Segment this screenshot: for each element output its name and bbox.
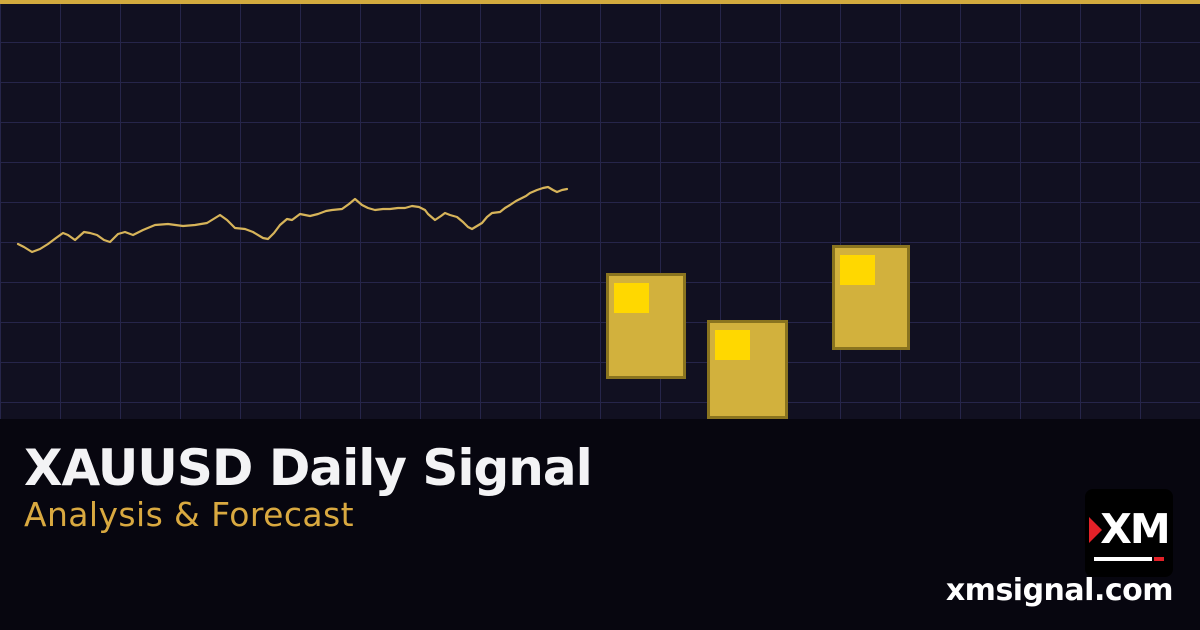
caption-band: XAUUSD Daily Signal Analysis & Forecast … (0, 419, 1200, 630)
banner-subtitle: Analysis & Forecast (24, 495, 354, 534)
chart-grid-background (0, 0, 1200, 419)
xm-logo-underline (1094, 557, 1164, 561)
xm-logo-text: XM (1100, 505, 1170, 553)
banner-title: XAUUSD Daily Signal (24, 439, 593, 497)
gold-bar-icon (832, 245, 910, 350)
gold-bar-highlight (840, 255, 875, 285)
gold-bar-icon (606, 273, 686, 379)
play-triangle-icon (1089, 516, 1103, 543)
gold-bar-highlight (614, 283, 649, 313)
gold-bar-highlight (715, 330, 750, 360)
price-line (16, 185, 569, 254)
website-url: xmsignal.com (945, 573, 1174, 608)
underline-red-segment (1154, 557, 1164, 561)
xm-logo-row: XM (1089, 505, 1171, 553)
gold-bar-icon (707, 320, 788, 419)
underline-white-segment (1094, 557, 1152, 561)
top-accent-bar (0, 0, 1200, 4)
xm-logo: XM (1085, 489, 1173, 577)
